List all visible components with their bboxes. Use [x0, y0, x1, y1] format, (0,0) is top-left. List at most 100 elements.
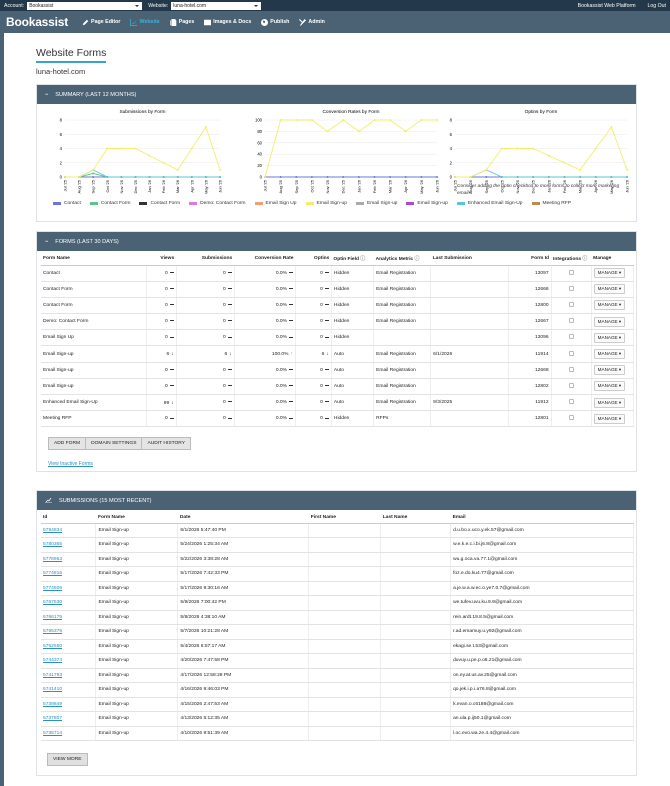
manage-dropdown[interactable]: MANAGE ▾: [593, 397, 626, 408]
submission-id-link[interactable]: 5774506: [43, 585, 63, 591]
data-point[interactable]: [310, 176, 313, 178]
legend-item[interactable]: Demo: Contact Form: [189, 201, 246, 206]
data-point[interactable]: [92, 172, 95, 175]
data-point[interactable]: [594, 147, 597, 150]
data-point[interactable]: [162, 176, 165, 178]
data-point[interactable]: [436, 176, 438, 178]
data-point[interactable]: [500, 147, 503, 150]
integration-checkbox[interactable]: [568, 399, 574, 405]
data-point[interactable]: [148, 176, 151, 178]
forms-header[interactable]: − FORMS (LAST 30 DAYS): [37, 232, 636, 251]
column-header[interactable]: Optin Field ⓘ: [331, 253, 374, 266]
collapse-toggle[interactable]: −: [45, 238, 49, 245]
data-point[interactable]: [92, 168, 95, 171]
nav-website[interactable]: Website: [130, 18, 160, 26]
data-point[interactable]: [342, 176, 345, 178]
data-point[interactable]: [176, 176, 179, 178]
column-header[interactable]: Submissions: [176, 253, 235, 266]
manage-dropdown[interactable]: MANAGE ▾: [593, 332, 626, 343]
data-point[interactable]: [500, 176, 503, 178]
data-point[interactable]: [190, 147, 193, 150]
data-point[interactable]: [148, 154, 151, 157]
logout-link[interactable]: Log Out: [647, 2, 666, 9]
data-point[interactable]: [532, 176, 535, 178]
data-point[interactable]: [469, 176, 472, 178]
column-header[interactable]: Views: [146, 253, 177, 266]
help-icon[interactable]: ⓘ: [358, 257, 366, 263]
table-row[interactable]: 5741410 Email Sign-up 4/16/2026 9:46:03 PM…: [41, 682, 634, 698]
column-header[interactable]: Last Submission: [430, 253, 509, 266]
data-point[interactable]: [563, 176, 566, 178]
data-point[interactable]: [389, 176, 392, 178]
column-header[interactable]: Date: [177, 512, 309, 524]
data-point[interactable]: [310, 119, 313, 121]
column-header[interactable]: Manage: [591, 253, 634, 266]
data-point[interactable]: [357, 130, 360, 133]
platform-link[interactable]: Bookassist Web Platform: [577, 2, 636, 9]
submission-id-link[interactable]: 5765376: [43, 629, 63, 635]
column-header[interactable]: Integrations ⓘ: [551, 253, 592, 266]
submission-id-link[interactable]: 5780365: [43, 542, 63, 548]
data-point[interactable]: [563, 161, 566, 164]
data-point[interactable]: [485, 168, 488, 171]
table-row[interactable]: 5794834 Email Sign-up 6/1/2026 5:47:40 PM d…: [41, 523, 634, 538]
data-point[interactable]: [532, 147, 535, 150]
column-header[interactable]: Optins: [295, 253, 332, 266]
legend-item[interactable]: Contact Form: [139, 201, 180, 206]
table-row[interactable]: Contact 0 0 0.0% 0 Hidden Email Registration 13…: [41, 265, 635, 282]
data-point[interactable]: [373, 119, 376, 121]
data-point[interactable]: [106, 147, 109, 150]
data-point[interactable]: [485, 176, 488, 178]
table-row[interactable]: Meeting RFP 0 0 0.0% 0 Hidden RFPs 12801 MANAGE …: [41, 410, 635, 428]
legend-item[interactable]: Email Sign-up: [406, 201, 448, 206]
data-point[interactable]: [454, 176, 456, 178]
integration-checkbox[interactable]: [568, 366, 574, 372]
column-header[interactable]: Form Name: [95, 512, 178, 524]
column-header[interactable]: Form Name: [41, 253, 147, 266]
data-point[interactable]: [106, 176, 109, 178]
column-header[interactable]: Conversion Rate: [234, 253, 296, 266]
data-point[interactable]: [120, 176, 123, 178]
legend-item[interactable]: Enhanced Email Sign-Up: [456, 201, 523, 206]
data-point[interactable]: [326, 130, 329, 133]
table-row[interactable]: Email Sign-up 6 ↓ 6 ↓ 100.0% ↑ 6 ↓ Auto Email Regi…: [41, 345, 635, 363]
legend-item[interactable]: Email Sign-up: [355, 201, 397, 206]
data-point[interactable]: [404, 176, 407, 178]
table-row[interactable]: 5767530 Email Sign-up 5/9/2026 7:00:42 PM w…: [41, 595, 634, 611]
submission-id-link[interactable]: 5778953: [43, 556, 63, 562]
data-point[interactable]: [516, 147, 519, 150]
data-point[interactable]: [279, 176, 282, 178]
legend-item[interactable]: Contact: [53, 201, 81, 206]
table-row[interactable]: Enhanced Email Sign-Up 99 ↓ 0 0.0% 0 Auto Email…: [41, 394, 635, 412]
data-point[interactable]: [295, 176, 298, 178]
data-point[interactable]: [219, 176, 221, 178]
submission-id-link[interactable]: 5737807: [43, 716, 63, 722]
data-point[interactable]: [389, 119, 392, 121]
data-point[interactable]: [190, 176, 193, 178]
data-point[interactable]: [279, 119, 282, 121]
column-header[interactable]: Last Name: [380, 512, 451, 524]
table-row[interactable]: 5744374 Email Sign-up 4/20/2026 7:47:58 PM…: [41, 653, 634, 669]
column-header[interactable]: Analytics Metric ⓘ: [373, 253, 431, 266]
data-point[interactable]: [373, 176, 376, 178]
data-point[interactable]: [64, 176, 66, 178]
column-header[interactable]: Id: [41, 512, 96, 524]
table-row[interactable]: 5765376 Email Sign-up 5/7/2026 10:21:28 AM…: [41, 624, 634, 640]
manage-dropdown[interactable]: MANAGE ▾: [593, 268, 626, 279]
integration-checkbox[interactable]: [568, 318, 574, 324]
manage-dropdown[interactable]: MANAGE ▾: [593, 349, 626, 360]
data-point[interactable]: [547, 176, 550, 178]
view-more-button[interactable]: VIEW MORE: [47, 753, 88, 766]
domain-settings-button[interactable]: DOMAIN SETTINGS: [86, 438, 143, 449]
submission-id-link[interactable]: 5794834: [43, 527, 63, 533]
integration-checkbox[interactable]: [568, 382, 574, 388]
submission-id-link[interactable]: 5739849: [43, 701, 63, 707]
data-point[interactable]: [357, 176, 360, 178]
view-inactive-forms-link[interactable]: View Inactive Forms: [48, 461, 93, 467]
table-row[interactable]: Email Sign Up 0 0 0.0% 0 Hidden 13096 MANAGE ▾: [41, 329, 635, 347]
manage-dropdown[interactable]: MANAGE ▾: [593, 413, 626, 424]
data-point[interactable]: [120, 147, 123, 150]
table-row[interactable]: 5741793 Email Sign-up 4/17/2026 12:58:28 P…: [41, 668, 634, 683]
data-point[interactable]: [516, 176, 519, 178]
account-select[interactable]: Bookassist: [27, 1, 143, 10]
